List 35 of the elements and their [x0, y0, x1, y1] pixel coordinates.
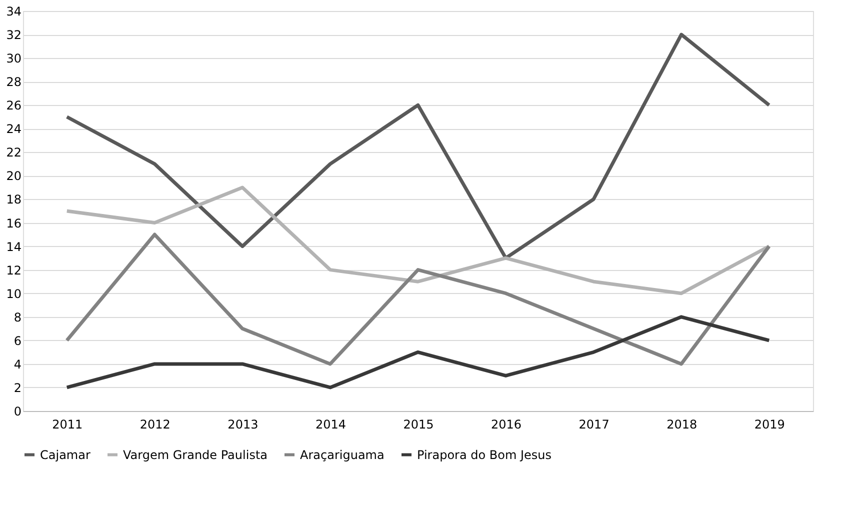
x-tick-label: 2016: [491, 418, 522, 432]
y-tick-label: 10: [6, 286, 22, 301]
x-tick-label: 2017: [578, 418, 610, 432]
y-tick-label: 30: [6, 52, 22, 66]
line-series: [65, 32, 771, 260]
x-tick-label: 2012: [140, 418, 170, 432]
y-tick-label: 28: [6, 75, 22, 90]
x-tick-label: 2019: [754, 418, 785, 432]
y-tick-label: 16: [6, 216, 22, 230]
y-tick-label: 18: [6, 192, 22, 207]
y-tick-label: 32: [6, 28, 22, 42]
line-series: [65, 315, 771, 390]
y-tick-label: 12: [6, 263, 22, 278]
y-tick-label: 26: [6, 98, 22, 113]
y-tick-label: 24: [6, 122, 22, 136]
y-tick-label: 2: [14, 380, 22, 395]
y-tick-label: 20: [6, 169, 22, 184]
x-tick-label: 2011: [52, 418, 83, 432]
y-tick-label: 0: [14, 404, 22, 418]
line-series: [65, 232, 771, 366]
legend-label: Vargem Grande Paulista: [123, 448, 268, 462]
y-tick-label: 6: [14, 334, 22, 348]
y-tick-label: 34: [6, 4, 22, 18]
line-series: [65, 186, 771, 296]
x-tick-label: 2018: [666, 418, 698, 432]
x-tick-label: 2013: [228, 418, 258, 432]
legend-label: Araçariguama: [300, 448, 384, 462]
y-tick-label: 14: [6, 240, 22, 254]
x-tick-label: 2014: [315, 418, 346, 432]
y-tick-label: 4: [14, 357, 22, 372]
legend-label: Cajamar: [40, 448, 90, 462]
legend-label: Pirapora do Bom Jesus: [417, 448, 552, 462]
y-tick-label: 22: [6, 146, 22, 160]
y-tick-label: 8: [14, 310, 22, 324]
x-tick-label: 2015: [403, 418, 434, 432]
